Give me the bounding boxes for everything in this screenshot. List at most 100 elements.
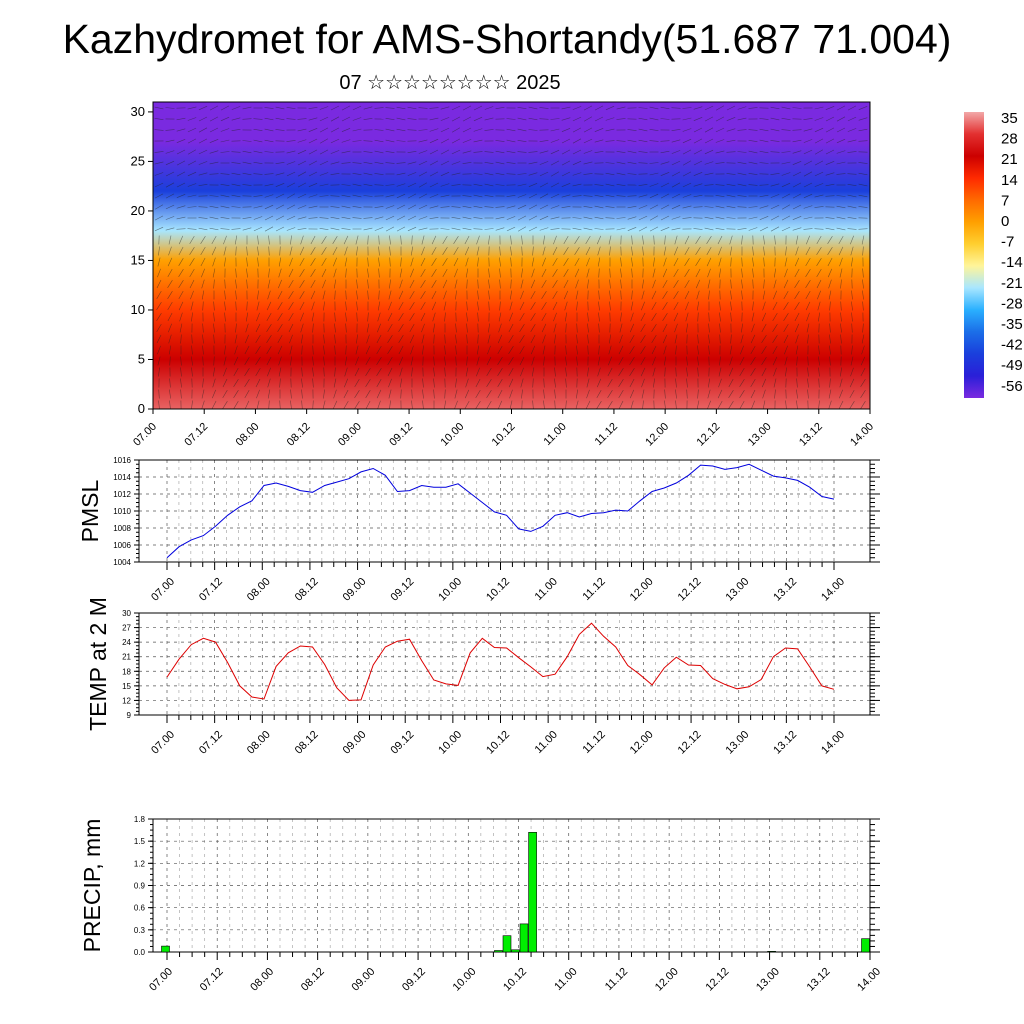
colorbar-label: -42 <box>1001 337 1023 354</box>
panel-grid <box>139 459 870 563</box>
panel-xtick: 08.00 <box>248 966 276 994</box>
panel-xtick: 08.12 <box>299 966 327 994</box>
precip-bar <box>767 950 776 953</box>
panel-ytick: 18 <box>122 667 131 676</box>
colorbar-label: -14 <box>1001 254 1023 271</box>
panel-ytick: 1006 <box>113 541 131 550</box>
colorbar-label: 7 <box>1001 192 1009 209</box>
pmsl-panel: 1004 1006 1008 1010 1012 1014 1016 07.00 07.12 08… <box>77 456 880 604</box>
heatmap-xtick: 07.12 <box>182 421 210 449</box>
colorbar-label: 14 <box>1001 172 1018 189</box>
precip-bar <box>502 935 512 953</box>
panel-xtick: 09.12 <box>388 729 416 757</box>
precip-panel: 0.0 0.3 0.6 0.9 1.2 1.5 1.8 07.00 07.12 08.00 08.1… <box>79 815 883 994</box>
panel-xtick: 11.12 <box>580 576 607 603</box>
precip-bar <box>861 938 870 953</box>
panel-xtick: 12.00 <box>628 729 656 757</box>
heatmap-xtick: 09.12 <box>387 421 415 449</box>
heatmap-ytick: 15 <box>131 252 145 267</box>
panel-xtick: 10.00 <box>436 729 464 757</box>
panel-frame <box>138 612 871 716</box>
panel-ytick: 1004 <box>113 558 131 567</box>
colorbar-label: -56 <box>1001 378 1023 395</box>
temperature-colorbar: 35 28 21 14 7 0 -7 -14 -21 -28 -35 -42 -49 -56 <box>964 110 1023 398</box>
panel-ytick: 9 <box>127 711 132 720</box>
panel-xtick: 07.00 <box>149 729 177 757</box>
panel-xtick: 08.12 <box>293 576 321 604</box>
panel-xtick: 13.12 <box>771 729 799 757</box>
panel-xtick: 13.12 <box>805 966 833 994</box>
panel-ytick: 1.8 <box>134 815 146 824</box>
panel-xtick: 09.12 <box>388 576 416 604</box>
panel-xtick: 09.00 <box>341 729 369 757</box>
heatmap-xtick: 10.00 <box>438 421 466 449</box>
panel-xtick: 09.12 <box>400 966 428 994</box>
heatmap-xtick: 09.00 <box>336 421 364 449</box>
panel-xtick: 14.00 <box>819 576 847 604</box>
series-line <box>166 622 835 701</box>
panel-ytick: 1016 <box>113 456 131 465</box>
chart-title: Kazhydromet for AMS-Shortandy(51.687 71.… <box>62 16 952 62</box>
panel-xtick: 08.00 <box>245 576 273 604</box>
panel-ytick: 0.9 <box>134 882 146 891</box>
heatmap-xtick: 12.12 <box>695 421 723 449</box>
panel-xtick: 13.00 <box>723 729 751 757</box>
precip-bar <box>528 831 537 953</box>
heatmap-xtick: 14.00 <box>848 421 876 449</box>
temp-2m-panel: 9 12 15 18 21 24 27 30 07.00 07.12 08.00 08.12 09.00… <box>85 597 880 757</box>
panel-xtick: 09.00 <box>341 576 369 604</box>
panel-ytick: 0.3 <box>134 926 146 935</box>
heatmap-xtick: 11.12 <box>593 421 620 448</box>
panel-xtick: 07.12 <box>198 966 226 994</box>
panel-xtick: 13.00 <box>754 966 782 994</box>
heatmap-xtick: 13.12 <box>797 421 825 449</box>
heatmap-xtick: 13.00 <box>746 421 774 449</box>
panel-grid <box>139 612 870 716</box>
heatmap-ytick: 20 <box>131 203 145 218</box>
precip-bar <box>511 949 520 953</box>
panel-ytick: 1008 <box>113 524 131 533</box>
heatmap-ytick: 10 <box>131 302 145 317</box>
panel-xtick: 11.12 <box>603 966 630 993</box>
panel-xtick: 14.00 <box>819 729 847 757</box>
panel-ytick: 1010 <box>113 507 131 516</box>
panel-xtick: 12.12 <box>676 576 704 604</box>
heatmap-xtick: 10.12 <box>490 421 518 449</box>
panel-ylabel: PRECIP, mm <box>79 819 105 953</box>
panel-ytick: 24 <box>122 638 131 647</box>
panel-xtick: 11.00 <box>533 729 560 756</box>
heatmap-xtick: 07.00 <box>131 421 159 449</box>
panel-xtick: 10.00 <box>451 966 479 994</box>
colorbar-label: 28 <box>1001 131 1018 148</box>
panel-xtick: 11.12 <box>580 729 607 756</box>
panel-xtick: 11.00 <box>533 576 560 603</box>
panel-xtick: 10.00 <box>436 576 464 604</box>
colorbar-label: 21 <box>1001 151 1018 168</box>
colorbar-strip <box>964 112 984 398</box>
heatmap-ytick: 30 <box>131 104 145 119</box>
panel-ytick: 1.5 <box>134 837 146 846</box>
precip-bar <box>494 950 503 953</box>
panel-ylabel: PMSL <box>77 479 103 542</box>
panel-xtick: 10.12 <box>484 729 512 757</box>
precip-bar <box>519 923 529 953</box>
colorbar-label: 35 <box>1001 110 1018 127</box>
panel-xtick: 07.12 <box>197 729 225 757</box>
colorbar-label: -28 <box>1001 295 1023 312</box>
panel-ytick: 1012 <box>113 490 131 499</box>
panel-xtick: 13.00 <box>723 576 751 604</box>
panel-ytick: 30 <box>122 609 131 618</box>
wind-barbs <box>154 105 868 409</box>
panel-ytick: 0.0 <box>134 948 146 957</box>
panel-xtick: 07.00 <box>149 576 177 604</box>
heatmap-xtick: 12.00 <box>643 421 671 449</box>
panel-ytick: 21 <box>122 653 131 662</box>
colorbar-label: -49 <box>1001 357 1023 374</box>
heatmap-ytick: 25 <box>131 153 145 168</box>
panel-ytick: 15 <box>122 682 131 691</box>
panel-ytick: 0.6 <box>134 904 146 913</box>
panel-xtick: 08.00 <box>245 729 273 757</box>
colorbar-label: 0 <box>1001 213 1009 230</box>
panel-xtick: 11.00 <box>552 966 579 993</box>
